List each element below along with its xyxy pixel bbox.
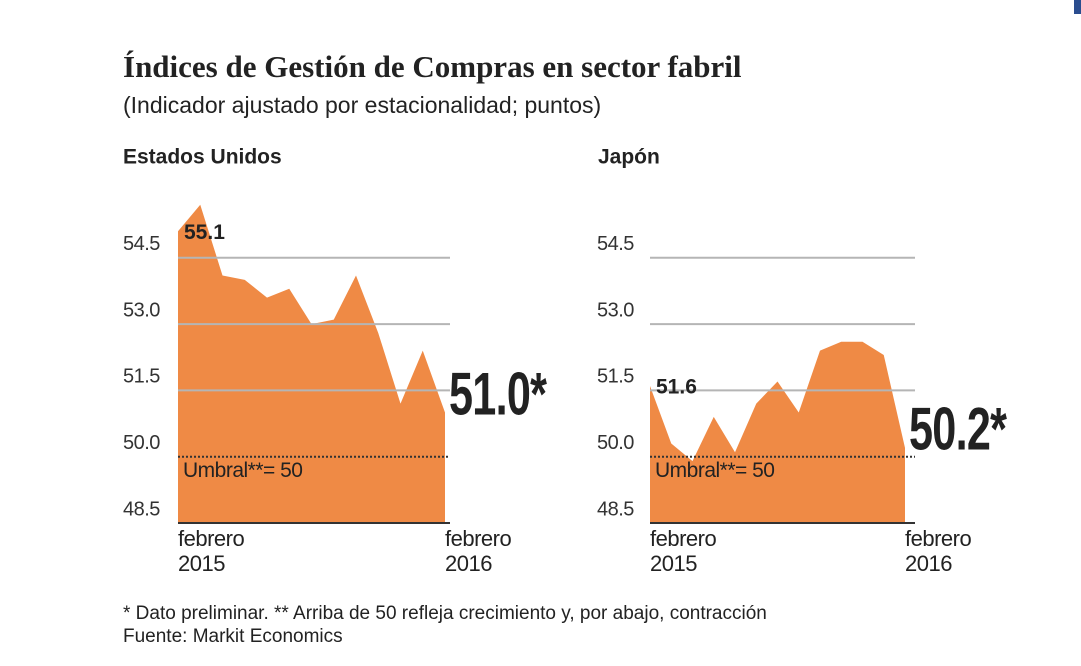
x-tick-label: febrero 2015 xyxy=(178,526,245,576)
value-label: 50.2* xyxy=(909,397,1008,464)
panel-title: Estados Unidos xyxy=(123,146,282,169)
footnote: * Dato preliminar. ** Arriba de 50 refle… xyxy=(123,603,767,624)
y-tick-label: 50.0 xyxy=(597,432,634,454)
value-label: 51.6 xyxy=(656,376,697,399)
y-tick-label: 50.0 xyxy=(123,432,160,454)
corner-mark xyxy=(1074,0,1081,14)
y-tick-label: 51.5 xyxy=(123,366,160,388)
area xyxy=(178,204,445,523)
area xyxy=(650,341,905,523)
subtitle: (Indicador ajustado por estacionalidad; … xyxy=(123,92,601,118)
panel-title: Japón xyxy=(598,146,660,169)
value-label: 51.0* xyxy=(449,362,548,429)
x-tick-label: febrero 2016 xyxy=(445,526,512,576)
y-tick-label: 53.0 xyxy=(123,299,160,321)
threshold-label: Umbral**= 50 xyxy=(183,459,302,482)
y-tick-label: 53.0 xyxy=(597,299,634,321)
y-tick-label: 48.5 xyxy=(597,498,634,520)
y-tick-label: 51.5 xyxy=(597,366,634,388)
value-label: 55.1 xyxy=(184,221,225,244)
y-tick-label: 48.5 xyxy=(123,498,160,520)
y-tick-label: 54.5 xyxy=(597,233,634,255)
y-tick-label: 54.5 xyxy=(123,233,160,255)
threshold-label: Umbral**= 50 xyxy=(655,459,774,482)
title: Índices de Gestión de Compras en sector … xyxy=(123,49,742,84)
x-tick-label: febrero 2015 xyxy=(650,526,717,576)
source: Fuente: Markit Economics xyxy=(123,626,343,647)
x-tick-label: febrero 2016 xyxy=(905,526,972,576)
